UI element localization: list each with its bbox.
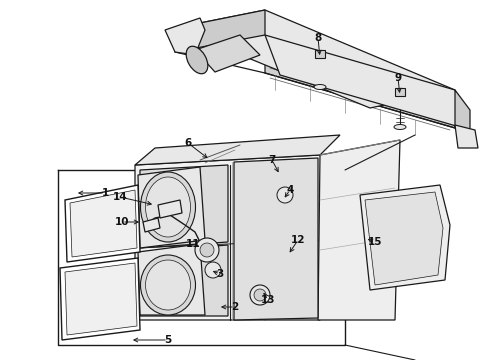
Polygon shape	[455, 125, 478, 148]
Polygon shape	[175, 10, 265, 52]
Polygon shape	[140, 165, 228, 248]
Circle shape	[200, 243, 214, 257]
Text: 15: 15	[368, 237, 382, 247]
Polygon shape	[455, 90, 470, 130]
Text: 12: 12	[291, 235, 305, 245]
Polygon shape	[365, 192, 443, 285]
Polygon shape	[318, 140, 400, 320]
Circle shape	[277, 187, 293, 203]
Polygon shape	[138, 244, 205, 315]
FancyBboxPatch shape	[395, 88, 405, 96]
Text: 9: 9	[394, 73, 402, 83]
Text: 7: 7	[269, 155, 276, 165]
Ellipse shape	[314, 85, 326, 90]
Polygon shape	[65, 185, 140, 262]
Polygon shape	[70, 190, 137, 257]
Circle shape	[254, 289, 266, 301]
Ellipse shape	[146, 260, 191, 310]
Circle shape	[195, 238, 219, 262]
Ellipse shape	[186, 46, 208, 74]
Circle shape	[250, 285, 270, 305]
Polygon shape	[138, 167, 205, 248]
Polygon shape	[265, 35, 470, 130]
Text: 14: 14	[113, 192, 127, 202]
Polygon shape	[234, 158, 318, 320]
Text: 10: 10	[115, 217, 129, 227]
Text: 8: 8	[315, 33, 321, 43]
Text: 6: 6	[184, 138, 192, 148]
Text: 13: 13	[261, 295, 275, 305]
Ellipse shape	[146, 177, 191, 237]
Ellipse shape	[141, 172, 196, 242]
Text: 4: 4	[286, 185, 294, 195]
Text: 5: 5	[164, 335, 171, 345]
Polygon shape	[135, 135, 340, 165]
Polygon shape	[135, 155, 340, 320]
Text: 2: 2	[231, 302, 239, 312]
Polygon shape	[175, 10, 455, 108]
Polygon shape	[360, 185, 450, 290]
Text: 3: 3	[217, 269, 223, 279]
Polygon shape	[265, 52, 455, 128]
Polygon shape	[195, 35, 260, 72]
Polygon shape	[165, 18, 205, 55]
Polygon shape	[158, 200, 182, 218]
Text: 1: 1	[101, 188, 109, 198]
Polygon shape	[60, 258, 140, 340]
Circle shape	[205, 262, 221, 278]
Polygon shape	[143, 218, 160, 232]
Ellipse shape	[141, 255, 196, 315]
Polygon shape	[140, 245, 228, 316]
Polygon shape	[65, 263, 137, 335]
Text: 11: 11	[186, 239, 200, 249]
Ellipse shape	[394, 125, 406, 130]
FancyBboxPatch shape	[315, 50, 325, 58]
